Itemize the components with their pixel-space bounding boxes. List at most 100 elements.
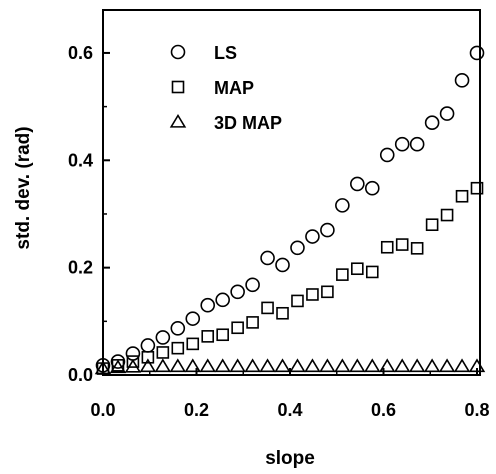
circle-point [320,222,335,238]
x-tick-label: 0.8 [464,400,489,420]
plot-frame [102,9,481,376]
square-point [246,316,259,329]
circle-point [335,198,350,213]
legend-marker [169,113,187,128]
legend-label: LS [214,43,237,63]
square-point [336,268,349,281]
triangle-point [214,358,231,373]
square-point [351,262,364,276]
legend-marker [170,44,186,60]
x-tick-label: 0.4 [277,400,302,420]
triangle-point [453,358,471,373]
square-point [455,189,469,203]
series-map [96,181,484,375]
square-point [201,330,215,343]
triangle-point [109,359,127,374]
x-tick-label: 0.0 [90,400,115,420]
circle-point [185,311,201,326]
legend-item: 3D MAP [169,113,282,133]
square-point [470,181,484,195]
square-point [395,238,409,251]
circle-point [155,330,171,345]
y-tick-label: 0.0 [68,365,93,385]
circle-point [275,257,290,273]
square-point [231,321,244,335]
triangle-point [94,360,112,375]
square-point [171,341,185,355]
triangle-point [124,358,142,373]
square-point [156,346,170,359]
square-point [321,285,334,299]
data-series [94,45,486,375]
triangle-point [259,358,276,373]
triangle-point [319,358,336,373]
square-point [126,355,140,368]
series-ls [95,45,485,373]
square-point [186,337,200,351]
plot-area-border [102,9,481,376]
x-tick-label: 0.6 [371,400,396,420]
circle-point [290,240,305,256]
triangle-point [364,358,381,373]
circle-point [110,354,126,369]
square-point [365,265,379,279]
circle-point [424,115,440,131]
triangle-point [184,358,201,373]
circle-point [125,346,141,361]
triangle-point [199,358,216,373]
y-axis-label: std. dev. (rad) [13,126,34,249]
circle-point [215,292,230,308]
square-point [440,208,454,222]
circle-point [140,338,156,353]
circle-point [350,176,365,192]
square-point [425,218,439,232]
square-point [380,240,394,254]
triangle-point [244,358,261,373]
circle-point [379,147,395,163]
circle-point [305,229,320,244]
triangle-point [334,358,351,373]
square-point [261,301,274,315]
legend: LS MAP 3D MAP [169,43,282,133]
circle-point [245,277,260,293]
circle-point [394,136,410,152]
triangle-point [154,358,172,373]
triangle-point [169,358,187,373]
square-point [216,328,229,342]
circle-point [230,284,245,300]
triangle-point [289,358,306,373]
y-tick-label: 0.6 [68,43,93,63]
triangle-point [408,358,426,373]
circle-point [439,106,455,121]
circle-point [200,297,216,313]
triangle-point [274,358,291,373]
square-point [306,288,319,301]
triangle-point [349,358,366,373]
x-axis-label: slope [265,448,315,469]
y-axis-ticks: 0.0 0.2 0.4 0.6 [68,43,110,385]
circle-point [364,180,380,196]
x-tick-label: 0.2 [184,400,209,420]
square-point [410,242,424,255]
circle-point [170,321,186,336]
legend-marker [171,80,185,94]
square-point [141,350,155,364]
square-point [291,294,304,308]
legend-label: 3D MAP [214,113,282,133]
triangle-point [393,358,411,373]
square-point [276,306,289,320]
y-tick-label: 0.2 [68,258,93,278]
circle-point [260,250,275,266]
triangle-point [468,358,486,373]
triangle-point [304,358,321,373]
triangle-point [229,358,246,373]
triangle-point [379,358,396,373]
legend-item: LS [170,43,237,63]
circle-point [409,136,425,152]
triangle-point [438,358,456,373]
legend-item: MAP [171,78,254,98]
circle-point [469,45,485,61]
triangle-point [423,358,441,373]
